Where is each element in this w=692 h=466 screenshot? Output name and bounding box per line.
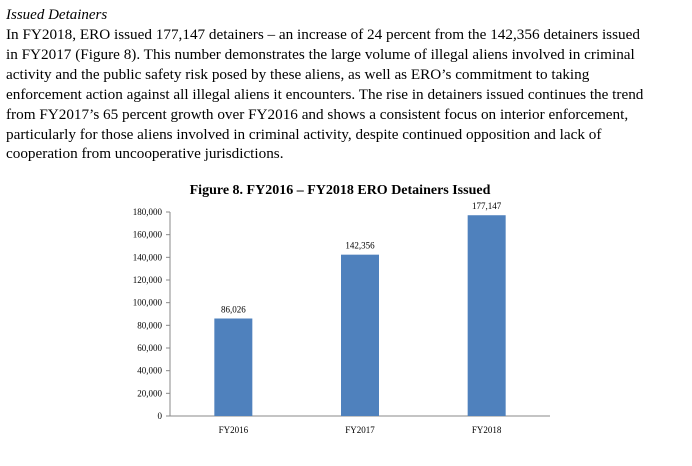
bar-fy2017 <box>341 254 379 416</box>
paragraph-line: In FY2018, ERO issued 177,147 detainers … <box>6 26 640 43</box>
paragraph-line: particularly for those aliens involved i… <box>6 125 602 143</box>
paragraph-line: enforcement action against all illegal a… <box>6 85 644 103</box>
paragraph-line: cooperation from uncooperative jurisdict… <box>6 145 284 163</box>
y-tick-label: 40,000 <box>137 366 162 376</box>
bar-fy2016 <box>214 318 253 416</box>
paragraph-line: from FY2017’s 65 percent growth over FY2… <box>6 105 629 123</box>
y-tick-label: 100,000 <box>133 298 163 308</box>
paragraph-line: in FY2017 (Figure 8). This number demons… <box>6 45 635 63</box>
y-tick-label: 180,000 <box>133 207 163 217</box>
figure-8: Figure 8. FY2016 – FY2018 ERO Detainers … <box>110 180 570 466</box>
figure-title: Figure 8. FY2016 – FY2018 ERO Detainers … <box>189 183 491 198</box>
y-tick-label: 0 <box>158 411 163 421</box>
y-tick-label: 160,000 <box>133 230 163 240</box>
y-tick-label: 20,000 <box>137 388 162 398</box>
section-heading: Issued Detainers <box>6 7 108 23</box>
bar-chart: 0 20,000 40,000 60,000 80,000 100,000 120,000 1… <box>133 201 550 435</box>
bar-fy2018 <box>467 215 506 416</box>
y-tick-label: 140,000 <box>133 252 163 262</box>
data-label: 86,026 <box>221 305 246 315</box>
data-label: 177,147 <box>472 201 502 211</box>
y-tick-label: 80,000 <box>137 320 162 330</box>
y-tick-label: 60,000 <box>137 343 162 353</box>
paragraph-line: activity and the public safety risk pose… <box>6 65 590 83</box>
x-tick-label: FY2018 <box>472 425 502 435</box>
body-paragraph: In FY2018, ERO issued 177,147 detainers … <box>6 25 690 164</box>
x-tick-label: FY2017 <box>345 425 375 435</box>
x-tick-label: FY2016 <box>219 425 249 435</box>
data-label: 142,356 <box>345 241 375 251</box>
y-tick-label: 120,000 <box>133 275 163 285</box>
